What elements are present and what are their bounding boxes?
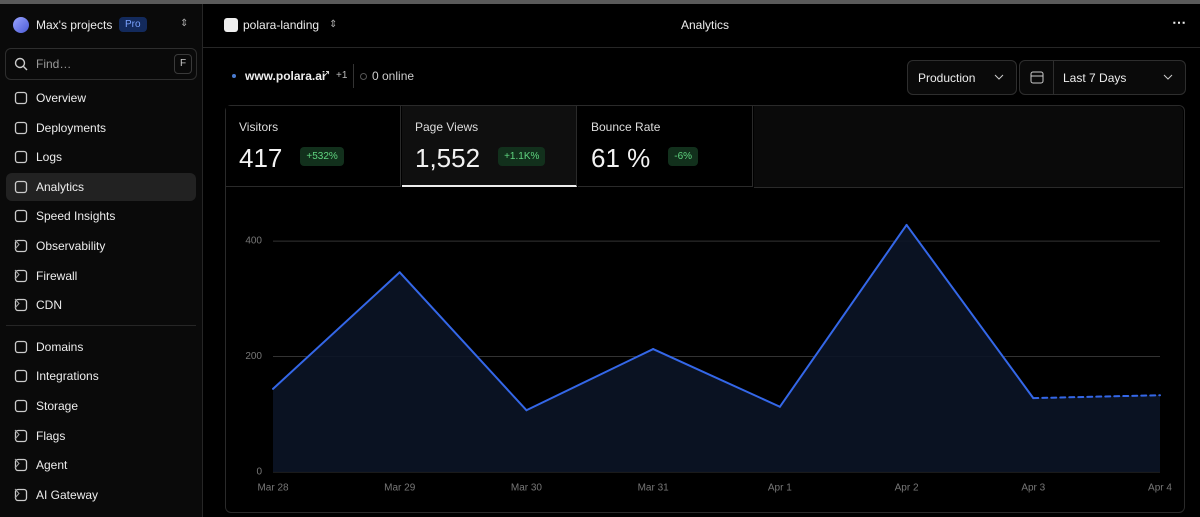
stat-change: -6% <box>668 147 699 166</box>
nav-item[interactable]: Firewall <box>6 262 196 290</box>
nav-label: Logs <box>36 150 63 165</box>
nav-label: Agent <box>36 458 68 473</box>
nav-label: Firewall <box>36 268 78 283</box>
nav-item[interactable]: Observability <box>6 232 196 260</box>
nav-item[interactable]: Overview <box>6 84 196 112</box>
nav-item[interactable]: CDN <box>6 291 196 319</box>
more-menu[interactable]: ⋯ <box>1172 14 1186 30</box>
nav-icon <box>14 370 28 383</box>
nav-icon <box>14 299 28 312</box>
nav-icon <box>14 340 28 353</box>
domain-link[interactable]: www.polara.ai <box>245 69 326 83</box>
range-select[interactable]: Last 7 Days <box>1019 60 1186 95</box>
chevron <box>1163 74 1173 80</box>
external-icon: ↗ <box>322 69 331 80</box>
domain-extra[interactable]: +1 <box>336 70 348 81</box>
tab-filler <box>754 106 1183 188</box>
search-placeholder: Find… <box>36 57 72 71</box>
project-switcher[interactable]: ⇕ <box>329 19 338 30</box>
stat-tab[interactable]: Page Views 1,552 +1.1K% <box>402 106 577 187</box>
stat-value: 61 % <box>591 143 651 173</box>
divider <box>1053 61 1054 94</box>
environment-label: Production <box>918 71 976 85</box>
stat-change: +1.1K% <box>498 147 546 166</box>
submenu-chevron <box>14 429 20 439</box>
submenu-chevron <box>14 488 20 499</box>
avatar <box>13 17 29 33</box>
online-dot <box>360 73 367 80</box>
nav-label: CDN <box>36 298 62 313</box>
nav-icon <box>14 459 28 472</box>
stat-change: +532% <box>300 147 344 166</box>
submenu-chevron <box>14 269 20 279</box>
stat-value: 417 <box>239 143 283 173</box>
nav-icon <box>14 488 28 501</box>
stat-tab[interactable]: Visitors 417 +532% <box>226 106 401 187</box>
nav-icon <box>14 121 28 134</box>
submenu-chevron <box>14 458 20 469</box>
nav-label: Integrations <box>36 369 99 384</box>
nav-label: Deployments <box>36 120 107 135</box>
domain-dot <box>232 74 236 78</box>
stat-value: 1,552 <box>415 143 481 173</box>
nav-divider <box>6 324 196 326</box>
nav-item[interactable]: Domains <box>6 333 196 361</box>
nav-label: Domains <box>36 339 84 354</box>
calendar-icon <box>1030 71 1044 84</box>
header-title: Analytics <box>680 18 730 32</box>
submenu-chevron <box>14 298 20 309</box>
search-icon <box>14 57 28 71</box>
nav-icon <box>14 399 28 413</box>
project-icon <box>224 18 238 32</box>
nav-label: Flags <box>36 428 66 443</box>
nav-label: Overview <box>36 91 87 105</box>
nav-icon <box>14 429 28 442</box>
plan-badge: Pro <box>119 17 147 32</box>
nav-item[interactable]: Agent <box>6 451 196 479</box>
nav-icon <box>14 239 28 253</box>
nav-label: Analytics <box>36 179 85 194</box>
online-count: 0 online <box>372 69 415 83</box>
nav-item[interactable]: Flags <box>6 422 196 450</box>
stat-label: Bounce Rate <box>591 120 661 134</box>
nav-item[interactable]: Analytics <box>6 172 196 201</box>
range-label: Last 7 Days <box>1063 71 1127 85</box>
switcher[interactable]: ⇕ <box>180 18 189 29</box>
nav-icon <box>14 91 28 105</box>
submenu-chevron <box>14 239 20 250</box>
chevron <box>994 74 1004 80</box>
nav-item[interactable]: Integrations <box>6 362 196 390</box>
stat-label: Visitors <box>239 120 279 134</box>
nav-label: Storage <box>36 399 79 413</box>
nav-icon <box>14 210 28 223</box>
stat-label: Page Views <box>415 120 479 134</box>
nav-label: Speed Insights <box>36 209 116 224</box>
divider <box>353 64 354 88</box>
stat-tab[interactable]: Bounce Rate 61 % -6% <box>578 106 753 187</box>
nav-label: Observability <box>36 239 106 253</box>
nav-item[interactable]: Speed Insights <box>6 202 196 230</box>
nav-item[interactable]: Storage <box>6 392 196 420</box>
top-bar <box>0 0 1200 4</box>
nav-icon <box>14 269 28 282</box>
project-name[interactable]: Max's projects <box>36 18 113 32</box>
nav-icon <box>14 180 28 193</box>
nav-item[interactable]: Logs <box>6 143 196 171</box>
nav-item[interactable]: Deployments <box>6 114 196 142</box>
header-divider <box>203 47 1200 48</box>
header-project[interactable]: polara-landing <box>243 18 320 32</box>
nav-icon <box>14 151 28 164</box>
nav-label: AI Gateway <box>36 487 99 502</box>
shortcut-key: F <box>174 54 192 74</box>
search-box[interactable]: Find… F <box>5 48 197 80</box>
sidebar: Max's projects Pro ⇕ Find… F Overview Dep… <box>0 4 203 517</box>
environment-select[interactable]: Production <box>907 60 1017 95</box>
nav-item[interactable]: AI Gateway <box>6 481 196 509</box>
